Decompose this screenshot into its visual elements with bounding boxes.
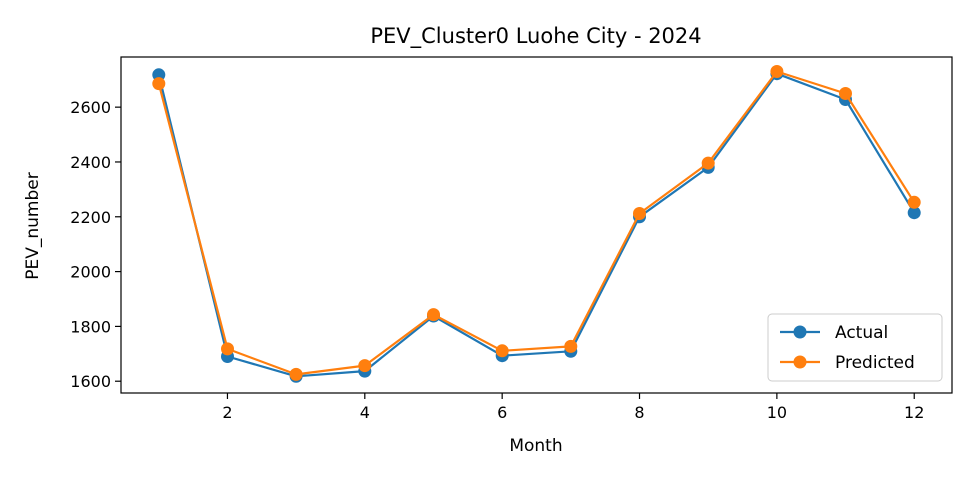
data-point-predicted	[289, 367, 303, 381]
legend: Actual Predicted	[767, 313, 943, 382]
series-line-actual	[157, 72, 916, 378]
data-point-actual	[907, 206, 921, 220]
x-tick-label: 6	[497, 403, 507, 422]
y-tick-label: 2000	[70, 263, 111, 282]
y-axis-label: PEV_number	[23, 172, 43, 279]
data-point-predicted	[701, 156, 715, 170]
legend-marker-actual	[793, 325, 807, 339]
x-axis-label: Month	[509, 436, 562, 456]
x-tick-label: 10	[767, 403, 787, 422]
axes-frame	[120, 56, 953, 394]
x-tick-label: 2	[222, 403, 232, 422]
chart-title: PEV_Cluster0 Luohe City - 2024	[370, 24, 701, 49]
data-point-predicted	[221, 342, 234, 356]
data-point-predicted	[427, 308, 440, 322]
legend-label-predicted: Predicted	[835, 353, 915, 373]
y-tick-label: 1800	[70, 317, 111, 336]
data-point-predicted	[358, 359, 372, 373]
x-tick-label: 4	[360, 403, 370, 422]
y-tick-label: 1600	[70, 372, 111, 391]
x-tick-label: 12	[904, 403, 924, 422]
data-point-predicted	[495, 344, 509, 358]
data-point-predicted	[633, 207, 646, 220]
data-point-predicted	[770, 65, 784, 78]
legend-box	[767, 313, 943, 382]
data-point-predicted	[152, 77, 166, 91]
legend-marker-predicted	[793, 355, 807, 369]
data-point-predicted	[564, 339, 578, 353]
y-tick-label: 2200	[70, 208, 111, 227]
x-tick-label: 8	[634, 403, 644, 422]
y-tick-label: 2600	[70, 98, 111, 117]
data-point-predicted	[907, 195, 921, 209]
plot-area: 2 4 6 8 10 12 1600 1800 2000 2200 2400 2600	[70, 56, 953, 422]
legend-label-actual: Actual	[835, 323, 888, 343]
y-tick-label: 2400	[70, 153, 111, 172]
series-line-predicted	[157, 70, 916, 376]
data-point-predicted	[839, 87, 852, 100]
